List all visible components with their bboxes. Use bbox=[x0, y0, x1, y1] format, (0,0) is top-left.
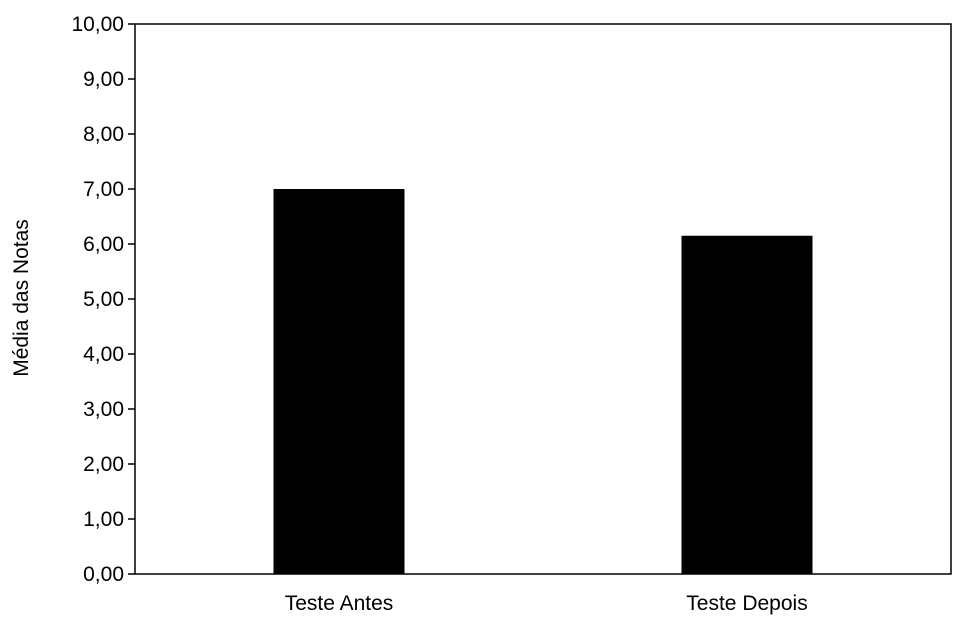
bars-group bbox=[273, 189, 813, 574]
y-tick-label: 3,00 bbox=[83, 398, 124, 421]
bar-teste-antes bbox=[273, 189, 405, 574]
y-tick-label: 0,00 bbox=[83, 563, 124, 586]
x-axis-tick-labels: Teste Antes Teste Depois bbox=[285, 592, 808, 615]
y-tick-label: 5,00 bbox=[83, 288, 124, 311]
x-tick-label: Teste Antes bbox=[285, 592, 394, 615]
y-tick-label: 4,00 bbox=[83, 343, 124, 366]
y-tick-label: 6,00 bbox=[83, 233, 124, 256]
y-tick-label: 10,00 bbox=[71, 13, 124, 36]
bar-teste-depois bbox=[681, 235, 813, 574]
y-tick-label: 8,00 bbox=[83, 123, 124, 146]
x-tick-label: Teste Depois bbox=[686, 592, 807, 615]
y-tick-label: 2,00 bbox=[83, 453, 124, 476]
y-axis-ticks: 0,00 1,00 2,00 3,00 4,00 5,00 6,00 7,00 8,00 9,00… bbox=[71, 13, 135, 586]
y-axis-label: Média das Notas bbox=[10, 219, 33, 377]
y-tick-label: 1,00 bbox=[83, 508, 124, 531]
y-tick-label: 7,00 bbox=[83, 178, 124, 201]
y-tick-label: 9,00 bbox=[83, 68, 124, 91]
